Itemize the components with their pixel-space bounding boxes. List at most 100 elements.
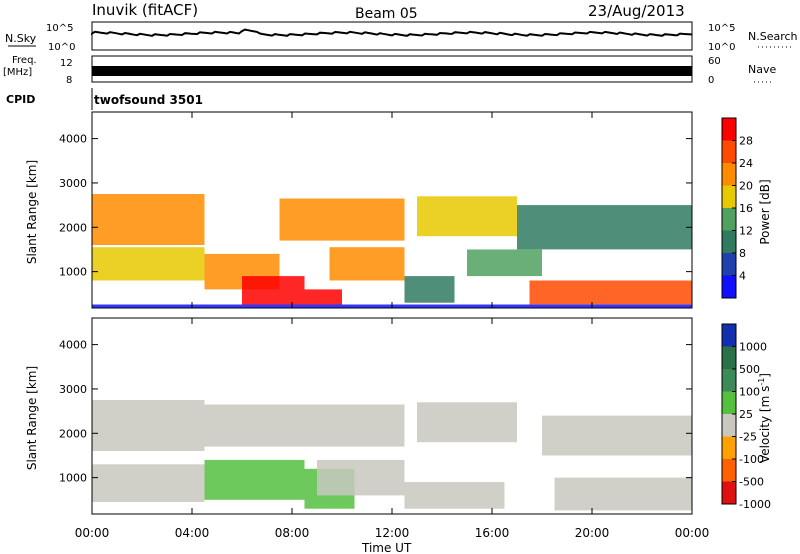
velocity-region-3 (204, 459, 305, 500)
xtick-label: 20:00 (575, 526, 610, 540)
nsky-tick-bottom-left: 10^0 (48, 42, 75, 53)
velocity-ytick-label: 3000 (59, 383, 87, 396)
power-colorbar-label: Power [dB] (758, 179, 772, 244)
power-ytick-label: 4000 (59, 133, 87, 146)
velocity-colorbar-swatch (722, 459, 736, 482)
power-region-7 (329, 247, 405, 281)
velocity-colorbar-tick-label: -1000 (739, 498, 771, 511)
velocity-ytick-label: 4000 (59, 339, 87, 352)
velocity-region-7 (417, 402, 517, 443)
power-colorbar-swatch (722, 208, 736, 231)
cpid-value: twofsound 3501 (94, 93, 203, 107)
power-colorbar-tick-label: 20 (739, 180, 753, 193)
velocity-colorbar-swatch (722, 414, 736, 437)
nsky-trace (91, 28, 693, 37)
velocity-region-8 (554, 477, 692, 511)
xaxis-label: Time UT (361, 541, 412, 554)
velocity-colorbar: 1000 500 100 25 -25 -100 -500 -1000 (721, 323, 771, 511)
power-region-4 (242, 276, 305, 305)
velocity-ylabel: Slant Range [km] (25, 366, 39, 470)
freq-label: Freq. (12, 55, 37, 66)
nsky-strip-frame (91, 21, 693, 51)
velocity-region-0 (92, 400, 205, 451)
power-region-2 (92, 247, 205, 281)
velocity-region-2 (204, 404, 405, 447)
freq-unit-label: [MHz] (3, 67, 32, 78)
velocity-label-main: Velocity [m s (758, 386, 772, 463)
power-ylabel: Slant Range [km] (25, 160, 39, 264)
nsky-tick-top-right: 10^5 (708, 23, 735, 34)
velocity-colorbar-label: Velocity [m s-1] (757, 373, 772, 463)
velocity-label-close: ] (758, 373, 772, 378)
velocity-ytick-label: 1000 (59, 472, 87, 485)
power-panel: 1000 2000 3000 4000 (59, 111, 693, 309)
velocity-panel: 1000 2000 3000 4000 (59, 317, 693, 515)
velocity-region-5 (317, 459, 405, 496)
nsky-label: N.Sky (5, 32, 37, 45)
velocity-colorbar-tick-label: 1000 (739, 341, 767, 354)
nsky-tick-bottom-right: 10^0 (708, 42, 735, 53)
power-region-1 (92, 194, 205, 245)
power-colorbar-tick-label: 8 (739, 247, 746, 260)
power-colorbar-tick-label: 4 (739, 270, 746, 283)
nave-tick-top: 60 (708, 56, 721, 67)
power-colorbar-tick-label: 16 (739, 202, 753, 215)
power-colorbar-tick-label: 24 (739, 157, 753, 170)
velocity-colorbar-swatch (722, 324, 736, 347)
power-colorbar-swatch (722, 163, 736, 186)
power-ytick-label: 3000 (59, 177, 87, 190)
power-region-9 (417, 196, 517, 237)
velocity-colorbar-swatch (722, 481, 736, 504)
power-region-8 (404, 276, 455, 303)
velocity-colorbar-tick-label: 500 (739, 363, 760, 376)
power-region-12 (529, 280, 692, 305)
power-ytick-label: 2000 (59, 221, 87, 234)
xtick-label: 08:00 (275, 526, 310, 540)
nave-label: Nave (748, 63, 776, 76)
velocity-colorbar-tick-label: 25 (739, 408, 753, 421)
power-colorbar-swatch (722, 230, 736, 253)
power-colorbar-swatch (722, 275, 736, 298)
power-region-10 (467, 249, 542, 277)
power-colorbar-tick-label: 12 (739, 225, 753, 238)
power-region-11 (517, 205, 692, 250)
velocity-colorbar-tick-label: -25 (739, 431, 757, 444)
freq-tick-top: 12 (60, 58, 73, 69)
power-colorbar-tick-label: 28 (739, 135, 753, 148)
velocity-colorbar-tick-label: -500 (739, 476, 764, 489)
power-colorbar-swatch (722, 253, 736, 276)
velocity-colorbar-swatch (722, 436, 736, 459)
power-ytick-label: 1000 (59, 266, 87, 279)
xtick-label: 00:00 (75, 526, 110, 540)
velocity-region-9 (542, 415, 692, 456)
xtick-label: 04:00 (175, 526, 210, 540)
power-colorbar-swatch (722, 185, 736, 208)
date-title: 23/Aug/2013 (588, 2, 685, 20)
power-region-5 (304, 289, 342, 305)
xtick-label: 12:00 (375, 526, 410, 540)
station-title: Inuvik (fitACF) (92, 1, 198, 19)
velocity-region-6 (404, 482, 505, 509)
velocity-colorbar-tick-label: -100 (739, 453, 764, 466)
power-colorbar-swatch (722, 140, 736, 163)
power-colorbar-swatch (722, 118, 736, 141)
cpid-label: CPID (6, 93, 35, 106)
freq-trace (92, 66, 692, 76)
xtick-label: 16:00 (475, 526, 510, 540)
nsearch-label: N.Search (748, 30, 798, 43)
nsky-tick-top-left: 10^5 (46, 23, 73, 34)
velocity-colorbar-tick-label: 100 (739, 386, 760, 399)
velocity-label-sup: -1 (757, 378, 766, 386)
nave-tick-bottom: 0 (708, 75, 714, 86)
xtick-label: 00:00 (675, 526, 710, 540)
velocity-colorbar-swatch (722, 346, 736, 369)
velocity-colorbar-swatch (722, 369, 736, 392)
power-colorbar: 4 8 12 16 20 24 28 (721, 117, 753, 299)
velocity-region-1 (92, 464, 205, 502)
velocity-ytick-label: 2000 (59, 427, 87, 440)
beam-title: Beam 05 (355, 6, 418, 22)
power-region-6 (279, 198, 405, 241)
velocity-colorbar-swatch (722, 391, 736, 414)
freq-tick-bottom: 8 (66, 75, 72, 86)
